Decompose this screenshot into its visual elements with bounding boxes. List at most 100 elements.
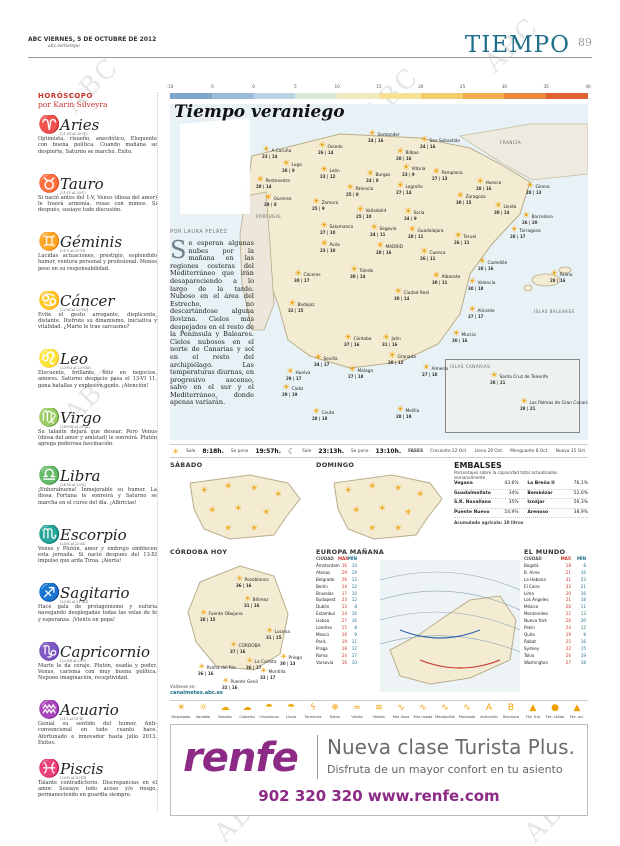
city-name: Soria	[413, 211, 425, 216]
min-temp: 19	[580, 652, 586, 658]
scale-tick: 30	[501, 84, 508, 89]
place-temps: 31 | 15	[266, 635, 282, 640]
sun-icon: ☀	[520, 397, 529, 407]
max-temp: 13	[341, 604, 347, 610]
temperature-scale-bar	[170, 93, 588, 99]
max-temp: 19	[565, 631, 571, 637]
horoscope-column: HORÓSCOPO por Karin Silveyra ♈ Aries (21-I…	[38, 92, 158, 812]
max-temp: 16	[341, 562, 347, 568]
sunset-label: Se pone	[230, 448, 249, 454]
sign-name: Aries	[60, 116, 100, 134]
city-forecast: ☀ León 23 | 12	[320, 166, 340, 180]
city-temps: 31 | 16	[382, 342, 398, 347]
cordoba-site-link[interactable]: canalmeteo.abc.es	[170, 690, 223, 696]
europe-table: Ámsterdam 16 10 Atenas 29 19 Belgrado 26 12 Berlí…	[316, 563, 522, 667]
sun-icon: ☀	[402, 163, 411, 173]
place-name: Pozoblanco	[244, 578, 269, 583]
sign-dates: (20-II al 20-III)	[60, 775, 87, 780]
sun-icon: ☀	[320, 221, 329, 231]
city-name: Belgrado	[316, 576, 335, 582]
scale-band-1	[211, 93, 254, 99]
sign-dates: (21-IV al 20-V)	[60, 190, 86, 195]
city-name: Bogotá	[524, 562, 539, 568]
sign-list: ♈ Aries (21-III al 20-IV) Optimista, risueñ…	[38, 115, 157, 817]
sun-icon: ☀	[522, 211, 531, 221]
europa-row: Budapest 23 12	[316, 597, 522, 604]
city-forecast: ☀ Bilbao 28 | 16	[396, 148, 419, 162]
sun-icon: ☀	[490, 371, 499, 381]
sun-icon: ☀	[452, 329, 461, 339]
sun-icon: ☀	[468, 305, 477, 315]
sign-name: Virgo	[60, 408, 102, 427]
sign-dates: (24-VIII al 23-IX)	[60, 424, 90, 429]
sign-heading: ♊ Géminis	[38, 232, 157, 252]
mundo-row: Sydney 22 15	[524, 646, 588, 653]
cordoba-place: ☀ La Carlota 36 | 17	[246, 657, 276, 671]
cordoba-place: ☀ Montilla 33 | 17	[260, 667, 286, 681]
renfe-advertisement[interactable]: renfe Nueva clase Turista Plus. Disfruta…	[170, 724, 588, 816]
sun-icon: ☀	[264, 193, 273, 203]
reservoirs-subtitle: Porcentajes sobre la capacidad total act…	[454, 470, 558, 480]
world-col-max: MÁX	[560, 556, 571, 561]
min-temp: 8	[583, 631, 586, 637]
sign-dates: (23-XI al 21-XII)	[60, 600, 89, 604]
max-temp: 20	[565, 590, 571, 596]
europa-row: París 19 11	[316, 639, 522, 646]
city-name: Málaga	[357, 369, 373, 374]
min-temp: 12	[351, 597, 357, 603]
city-temps: 30 | 17	[294, 278, 310, 283]
max-temp: 26	[341, 576, 347, 582]
city-name: Roma	[316, 652, 328, 658]
min-temp: 12	[580, 625, 586, 631]
max-temp: 22	[565, 611, 571, 617]
city-name: La Habana	[524, 576, 546, 582]
sign-dates: (23-VII al 23-VIII)	[60, 366, 91, 370]
reservoir-name: Guadalmellato	[454, 490, 491, 496]
city-name: Oviedo	[327, 145, 343, 150]
sign-name: Sagitario	[60, 584, 130, 602]
city-temps: 26 | 11	[454, 240, 470, 245]
max-temp: 18	[565, 562, 571, 568]
legend-item: ∿ Mar rizada	[412, 701, 434, 724]
min-temp: 16	[580, 638, 586, 644]
city-forecast: ☀ Málaga 27 | 18	[348, 366, 373, 380]
max-temp: 16	[341, 659, 347, 665]
min-temp: 18	[580, 659, 586, 665]
europa-row: Roma 24 17	[316, 653, 522, 660]
sun-icon: ☀	[408, 225, 417, 235]
city-name: Dublín	[316, 604, 330, 610]
place-name: Puente Genil	[230, 680, 258, 685]
legend-label: Cubierto	[239, 715, 255, 719]
city-name: Pekín	[524, 625, 535, 631]
min-temp: 10	[351, 659, 357, 665]
city-forecast: ☀ Santa Cruz de Tenerife 28 | 21	[490, 371, 548, 386]
min-temp: 20	[580, 618, 586, 624]
svg-text:☀: ☀	[274, 490, 282, 500]
sun-icon: ☀	[388, 351, 397, 361]
moonset-time: 13:10h.	[375, 447, 402, 455]
legend-item: ▲ Fte. frío	[522, 701, 544, 724]
city-name: Montevideo	[524, 611, 548, 617]
city-forecast: ☀ A Coruña 23 | 14	[262, 146, 291, 160]
city-temps: 24 | 8	[366, 178, 379, 183]
svg-text:☀: ☀	[368, 524, 376, 534]
city-name: Melilla	[405, 409, 420, 414]
moonrise-label: Sale	[302, 448, 312, 454]
sign-text: Genial su sentido del humor. Anti-conven…	[38, 721, 157, 747]
city-name: Las Palmas de Gran Canaria	[529, 401, 588, 406]
max-temp: 22	[565, 645, 571, 651]
label-portugal: PORTUGAL	[256, 214, 282, 219]
sign-6: ♎ Libra (24-IX al 23-X) ¡Enhorabuena! Inmej…	[38, 466, 157, 525]
city-name: Ourense	[273, 197, 292, 202]
city-forecast: ☀ Huesca 28 | 16	[476, 178, 501, 192]
sun-moon-bar: ☀ Sale 8:18h. Se pone 19:57h. ☾ Sale 23:13h…	[170, 444, 588, 458]
sign-name: Libra	[60, 467, 101, 485]
city-temps: 28 | 9	[282, 168, 295, 173]
min-temp: 19	[351, 569, 357, 575]
sign-5: ♍ Virgo (24-VIII al 23-IX) Su talante dejar…	[38, 408, 157, 467]
city-name: Jaén	[391, 337, 401, 342]
europa-row: Moscú 16 9	[316, 632, 522, 639]
sun-icon: ☀	[266, 626, 274, 635]
scale-band-7	[462, 93, 505, 99]
europe-map	[380, 560, 520, 692]
